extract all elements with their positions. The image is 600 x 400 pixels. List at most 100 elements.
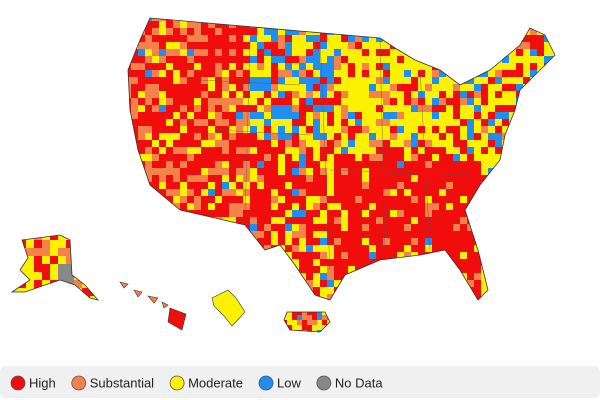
county (509, 203, 517, 211)
county (341, 126, 349, 134)
county (257, 49, 265, 57)
county (348, 196, 356, 204)
county (327, 231, 335, 239)
county (376, 77, 384, 85)
county (317, 312, 323, 316)
county (264, 147, 272, 155)
county (425, 35, 433, 43)
county (187, 301, 194, 308)
county (58, 248, 67, 257)
county (320, 189, 328, 197)
county (369, 112, 377, 120)
county (537, 154, 545, 162)
county (243, 189, 251, 197)
county (292, 245, 300, 253)
county (159, 196, 167, 204)
county (250, 49, 258, 57)
county (173, 105, 181, 113)
county (383, 28, 391, 36)
county (439, 301, 446, 308)
county (166, 49, 174, 57)
county (320, 210, 328, 218)
county (509, 196, 517, 204)
county (390, 210, 398, 218)
county (194, 161, 202, 169)
county (292, 203, 300, 211)
county (348, 91, 356, 99)
county (250, 266, 258, 274)
county (138, 245, 146, 253)
county (453, 196, 461, 204)
county (355, 42, 363, 50)
county (50, 256, 59, 265)
county (537, 259, 545, 267)
county (411, 175, 419, 183)
county (334, 224, 342, 232)
county (516, 273, 524, 281)
county (453, 84, 461, 92)
county (537, 168, 545, 176)
county (307, 320, 313, 326)
county (390, 196, 398, 204)
county (278, 280, 286, 288)
county (516, 119, 524, 127)
county (306, 231, 314, 239)
county (243, 42, 251, 50)
county (481, 91, 489, 99)
county (453, 35, 461, 43)
county (159, 147, 167, 155)
county (299, 287, 307, 295)
county (516, 63, 524, 71)
county (474, 35, 482, 43)
county (404, 21, 412, 29)
county (558, 98, 565, 105)
legend-label: No Data (335, 375, 383, 390)
county (467, 133, 475, 141)
county (145, 126, 153, 134)
county (312, 315, 318, 321)
county (432, 126, 440, 134)
county (509, 252, 517, 260)
county (488, 133, 496, 141)
county (327, 273, 335, 281)
county (145, 301, 152, 308)
county (187, 168, 195, 176)
county (250, 301, 257, 308)
county (250, 168, 258, 176)
county (292, 140, 300, 148)
county (180, 18, 188, 22)
county (523, 238, 531, 246)
county (467, 18, 475, 22)
county (334, 182, 342, 190)
county (404, 105, 412, 113)
county (467, 98, 475, 106)
county (187, 280, 195, 288)
county (341, 119, 349, 127)
county (481, 189, 489, 197)
county (166, 112, 174, 120)
county (236, 175, 244, 183)
county (180, 203, 188, 211)
county (439, 266, 447, 274)
county (292, 312, 298, 316)
county (180, 91, 188, 99)
county (187, 245, 195, 253)
county (131, 91, 139, 99)
county (467, 154, 475, 162)
county (187, 133, 195, 141)
county (222, 245, 230, 253)
county (145, 119, 153, 127)
county (502, 147, 510, 155)
county (376, 266, 384, 274)
county (173, 161, 181, 169)
county (453, 21, 461, 29)
county (180, 238, 188, 246)
county (446, 189, 454, 197)
county (544, 112, 552, 120)
county (523, 147, 531, 155)
county (187, 182, 195, 190)
county (159, 112, 167, 120)
county (390, 252, 398, 260)
county (180, 287, 188, 295)
hawaii-island (161, 301, 169, 309)
